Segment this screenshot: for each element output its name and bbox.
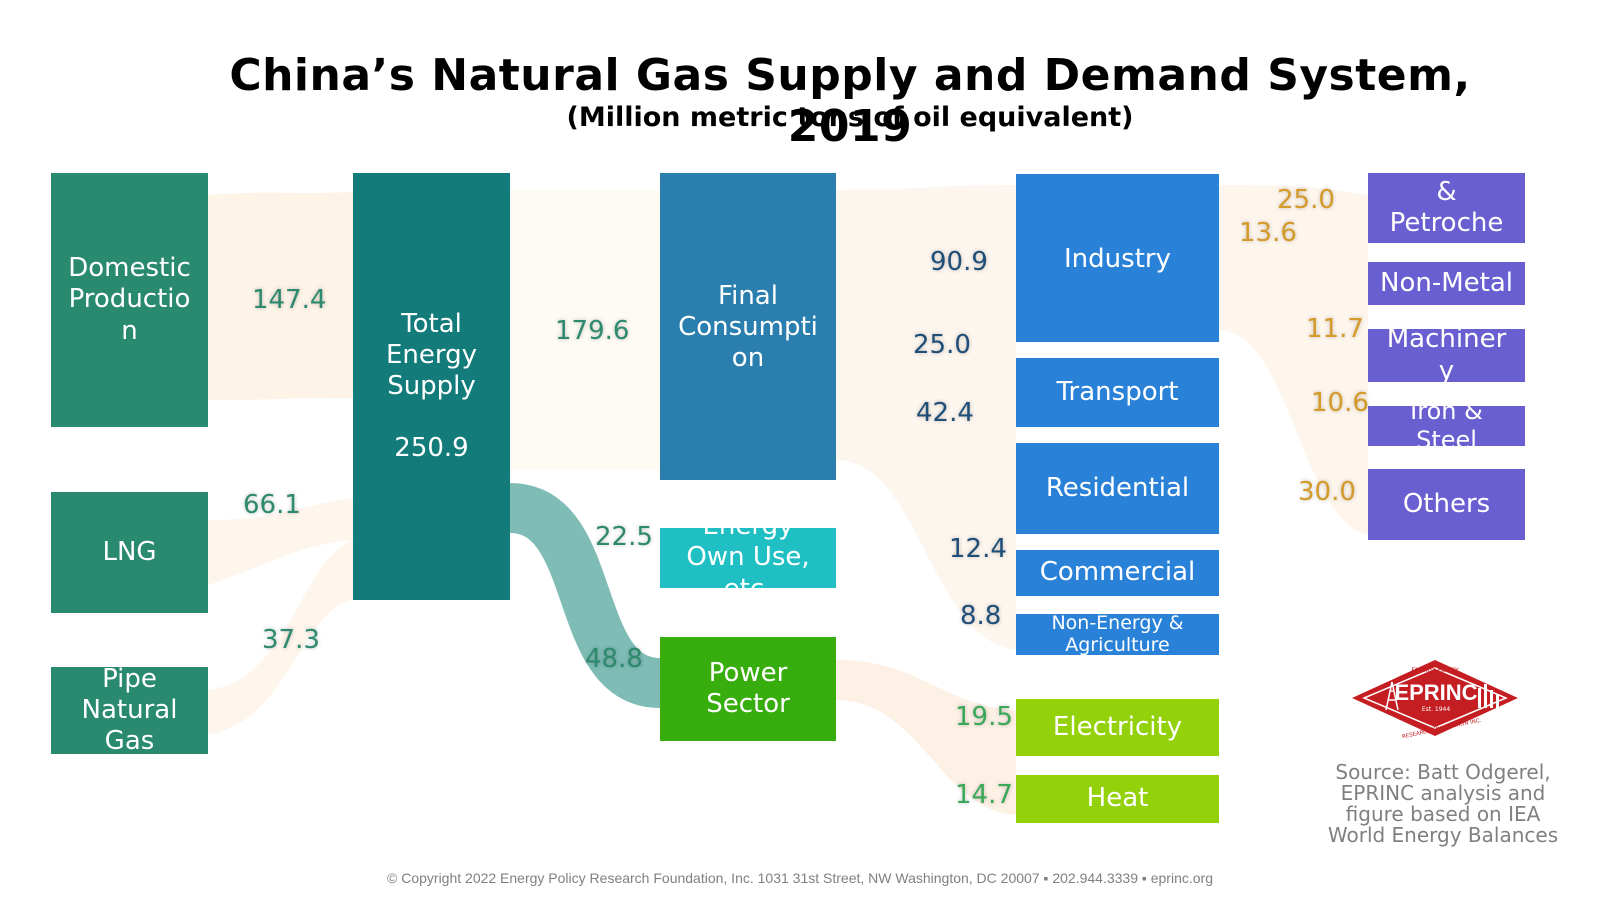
node-heat: Heat xyxy=(1016,775,1219,823)
value-pipe: 37.3 xyxy=(262,625,320,655)
node-residential: Residential xyxy=(1016,443,1219,534)
value-residential: 42.4 xyxy=(916,398,974,428)
value-nonmetal: 13.6 xyxy=(1239,218,1297,248)
node-machinery: Machiner y xyxy=(1368,329,1525,382)
flow-pipe-total xyxy=(208,540,353,735)
value-machinery: 11.7 xyxy=(1306,314,1364,344)
node-total-energy-supply: Total Energy Supply 250.9 xyxy=(353,173,510,600)
flow-domestic-total xyxy=(208,192,353,400)
value-others: 30.0 xyxy=(1298,477,1356,507)
oil-derrick-icon xyxy=(1385,681,1399,711)
value-lng: 66.1 xyxy=(243,490,301,520)
value-electricity: 19.5 xyxy=(955,702,1013,732)
flow-power-outputs xyxy=(836,660,1016,815)
value-chem: 25.0 xyxy=(1277,185,1335,215)
node-electricity: Electricity xyxy=(1016,699,1219,756)
node-domestic-production: Domestic Productio n xyxy=(51,173,208,427)
logo-wordmark: EPRINC xyxy=(1394,680,1477,705)
value-domestic: 147.4 xyxy=(252,285,327,315)
page-title: China’s Natural Gas Supply and Demand Sy… xyxy=(229,50,1471,152)
value-own-use: 22.5 xyxy=(595,522,653,552)
eprinc-logo: ENERGY POLICY EPRINC Est. 1944 RESEARCH … xyxy=(1352,660,1518,738)
node-final-consumption: Final Consumpti on xyxy=(660,173,836,480)
node-industry: Industry xyxy=(1016,174,1219,342)
value-transport: 25.0 xyxy=(913,330,971,360)
value-commercial: 12.4 xyxy=(949,534,1007,564)
node-pipe-natural-gas: Pipe Natural Gas xyxy=(51,667,208,754)
node-chemical-petrochem: & Petroche m xyxy=(1368,173,1525,243)
value-power: 48.8 xyxy=(585,644,643,674)
node-power-sector: Power Sector xyxy=(660,637,836,741)
flow-industry-subs xyxy=(1218,185,1368,535)
node-iron-steel: Iron & Steel xyxy=(1368,406,1525,446)
logo-established: Est. 1944 xyxy=(1422,706,1451,713)
flow-lng-total xyxy=(208,498,353,585)
value-iron: 10.6 xyxy=(1311,388,1369,418)
flow-total-power xyxy=(507,483,663,708)
source-note: Source: Batt Odgerel, EPRINC analysis an… xyxy=(1327,760,1559,847)
value-industry: 90.9 xyxy=(930,247,988,277)
value-nonenergy: 8.8 xyxy=(960,601,1002,631)
node-energy-own-use: Energy Own Use, etc. xyxy=(660,528,836,588)
refinery-icon xyxy=(1478,684,1499,708)
node-non-metal: Non-Metal xyxy=(1368,262,1525,305)
node-others: Others xyxy=(1368,469,1525,540)
node-non-energy-agriculture: Non-Energy & Agriculture xyxy=(1016,614,1219,655)
node-transport: Transport xyxy=(1016,358,1219,427)
logo-arc-top: ENERGY POLICY xyxy=(1411,667,1459,674)
value-final: 179.6 xyxy=(555,316,630,346)
node-commercial: Commercial xyxy=(1016,550,1219,596)
copyright-footer: © Copyright 2022 Energy Policy Research … xyxy=(387,870,1213,886)
page-subtitle: (Million metric tons of oil equivalent) xyxy=(566,102,1134,133)
flow-total-final xyxy=(510,190,660,470)
node-lng: LNG xyxy=(51,492,208,613)
value-heat: 14.7 xyxy=(955,780,1013,810)
flow-final-sectors xyxy=(836,185,1016,650)
